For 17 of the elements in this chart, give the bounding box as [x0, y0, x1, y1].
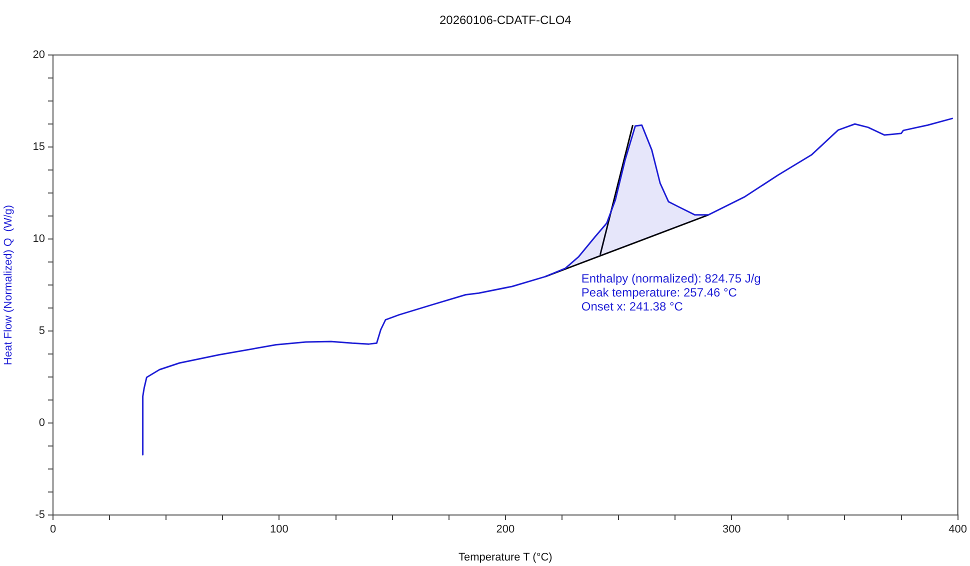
chart-title: 20260106-CDATF-CLO4 [439, 13, 572, 27]
y-axis-title: Heat Flow (Normalized) Q (W/g) [2, 204, 15, 366]
x-tick-label: 300 [722, 524, 741, 536]
x-tick-label: 400 [948, 524, 968, 536]
y-tick-label: 5 [38, 325, 45, 338]
x-tick-label: 0 [50, 524, 56, 536]
y-tick-label: -5 [35, 509, 45, 522]
x-tick-label: 200 [496, 524, 515, 536]
annotation: Onset x: 241.38 °C [581, 300, 684, 314]
y-tick-label: 15 [32, 141, 45, 154]
x-tick-label: 100 [270, 524, 288, 536]
annotation: Peak temperature: 257.46 °C [581, 286, 738, 300]
y-tick-label: 10 [32, 233, 45, 246]
y-tick-label: 20 [32, 49, 45, 62]
y-tick-label: 0 [38, 417, 45, 430]
x-axis-title: Temperature T (°C) [458, 551, 552, 564]
annotation: Enthalpy (normalized): 824.75 J/g [581, 272, 761, 286]
